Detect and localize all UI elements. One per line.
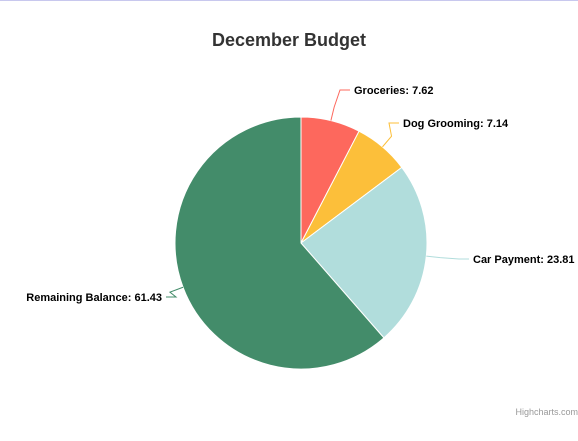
data-labels: Groceries: 7.62 Dog Grooming: 7.14 Car Pay…	[26, 85, 574, 304]
top-border-line	[0, 0, 578, 1]
data-label-remaining-balance: Remaining Balance: 61.43	[26, 292, 162, 304]
pie-slices	[174, 116, 428, 370]
connector-remaining-balance	[166, 286, 184, 298]
data-label-dog-grooming: Dog Grooming: 7.14	[403, 118, 509, 130]
connector-car-payment	[426, 255, 469, 260]
pie-slice-car-payment[interactable]	[300, 166, 428, 339]
connector-dog-grooming	[382, 122, 399, 148]
label-connectors	[166, 89, 469, 298]
connector-groceries	[330, 89, 350, 121]
data-label-groceries: Groceries: 7.62	[354, 85, 434, 97]
credits-link[interactable]: Highcharts.com	[515, 407, 578, 417]
chart-title: December Budget	[212, 30, 366, 50]
data-label-car-payment: Car Payment: 23.81	[473, 254, 575, 266]
